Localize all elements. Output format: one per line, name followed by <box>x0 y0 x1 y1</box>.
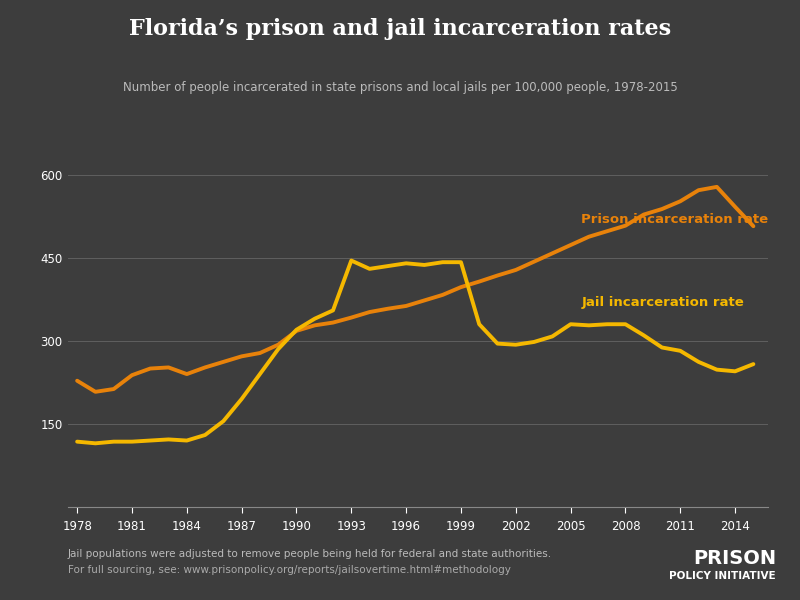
Text: PRISON: PRISON <box>693 549 776 568</box>
Text: Number of people incarcerated in state prisons and local jails per 100,000 peopl: Number of people incarcerated in state p… <box>122 81 678 94</box>
Text: For full sourcing, see: www.prisonpolicy.org/reports/jailsovertime.html#methodol: For full sourcing, see: www.prisonpolicy… <box>68 565 511 575</box>
Text: Florida’s prison and jail incarceration rates: Florida’s prison and jail incarceration … <box>129 18 671 40</box>
Text: Jail populations were adjusted to remove people being held for federal and state: Jail populations were adjusted to remove… <box>68 549 552 559</box>
Text: POLICY INITIATIVE: POLICY INITIATIVE <box>670 571 776 581</box>
Text: Jail incarceration rate: Jail incarceration rate <box>582 296 744 308</box>
Text: Prison incarceration rate: Prison incarceration rate <box>581 213 768 226</box>
